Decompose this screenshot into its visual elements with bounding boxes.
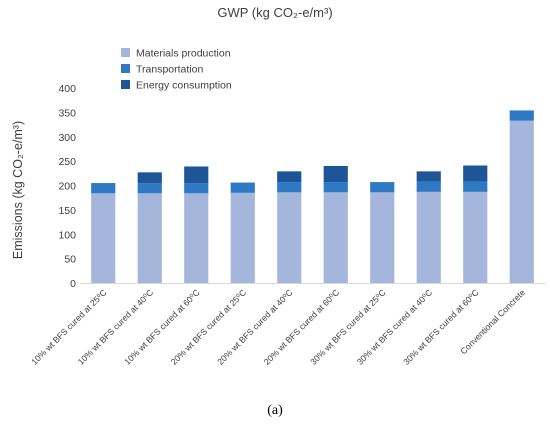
bar-segment-transportation bbox=[184, 183, 209, 194]
y-axis-ticks: 0 50 100 150 200 250 300 350 400 bbox=[58, 83, 76, 290]
bar-segment-materials-production bbox=[137, 193, 162, 283]
bar-segment-materials-production bbox=[184, 193, 209, 283]
figure-caption: (a) bbox=[267, 403, 283, 418]
x-tick-label: 10% wt BFS cured at 40⁰C bbox=[76, 287, 155, 366]
x-tick-label: 30% wt BFS cured at 25⁰C bbox=[308, 287, 387, 366]
legend-label: Transportation bbox=[136, 64, 203, 76]
y-tick-label: 400 bbox=[58, 83, 76, 95]
y-tick-label: 100 bbox=[58, 229, 76, 241]
bar-segment-transportation bbox=[416, 181, 441, 192]
x-tick-label: 10% wt BFS cured at 60⁰C bbox=[122, 287, 201, 366]
bar-segment-energy-consumption bbox=[184, 166, 209, 184]
bar-segment-materials-production bbox=[416, 191, 441, 283]
x-tick-label: 20% wt BFS cured at 40⁰C bbox=[215, 287, 294, 366]
bar-segment-transportation bbox=[323, 182, 348, 193]
bar-segment-materials-production bbox=[463, 191, 488, 283]
legend-label: Materials production bbox=[136, 48, 231, 60]
legend-label: Energy consumption bbox=[136, 80, 232, 92]
legend-swatch bbox=[121, 64, 130, 73]
y-tick-label: 50 bbox=[64, 254, 76, 266]
x-tick-label: 30% wt BFS cured at 60⁰C bbox=[401, 287, 480, 366]
bars bbox=[91, 110, 534, 283]
x-tick-label: 10% wt BFS cured at 25⁰C bbox=[29, 287, 108, 366]
bar-segment-energy-consumption bbox=[277, 171, 302, 183]
y-tick-label: 0 bbox=[70, 278, 76, 290]
legend-swatch bbox=[121, 48, 130, 57]
legend-swatch bbox=[121, 80, 130, 89]
bar-segment-transportation bbox=[370, 182, 395, 193]
y-tick-label: 350 bbox=[58, 107, 76, 119]
bar-segment-materials-production bbox=[277, 192, 302, 283]
chart-title: GWP (kg CO₂-e/m³) bbox=[217, 5, 332, 20]
bar-segment-transportation bbox=[509, 110, 534, 121]
y-tick-label: 300 bbox=[58, 132, 76, 144]
bar-segment-transportation bbox=[277, 182, 302, 193]
legend: Materials production Transportation Energy… bbox=[121, 48, 232, 92]
y-tick-label: 200 bbox=[58, 181, 76, 193]
y-tick-label: 250 bbox=[58, 156, 76, 168]
bar-segment-materials-production bbox=[509, 120, 534, 283]
bar-segment-energy-consumption bbox=[416, 171, 441, 182]
bar-segment-transportation bbox=[137, 183, 162, 194]
y-tick-label: 150 bbox=[58, 205, 76, 217]
bar-segment-materials-production bbox=[91, 193, 116, 283]
bar-segment-materials-production bbox=[370, 192, 395, 283]
x-tick-label: 20% wt BFS cured at 60⁰C bbox=[262, 287, 341, 366]
bar-segment-materials-production bbox=[230, 192, 255, 283]
bar-segment-energy-consumption bbox=[463, 165, 488, 182]
bar-segment-energy-consumption bbox=[137, 172, 162, 184]
bar-segment-transportation bbox=[463, 181, 488, 192]
x-tick-label: 30% wt BFS cured at 40⁰C bbox=[355, 287, 434, 366]
bar-segment-materials-production bbox=[323, 192, 348, 283]
y-axis-title: Emissions (kg CO₂-e/m³) bbox=[11, 121, 25, 259]
x-tick-label: 20% wt BFS cured at 25⁰C bbox=[169, 287, 248, 366]
bar-segment-transportation bbox=[91, 183, 116, 194]
bar-segment-energy-consumption bbox=[323, 166, 348, 183]
bar-segment-transportation bbox=[230, 182, 255, 193]
